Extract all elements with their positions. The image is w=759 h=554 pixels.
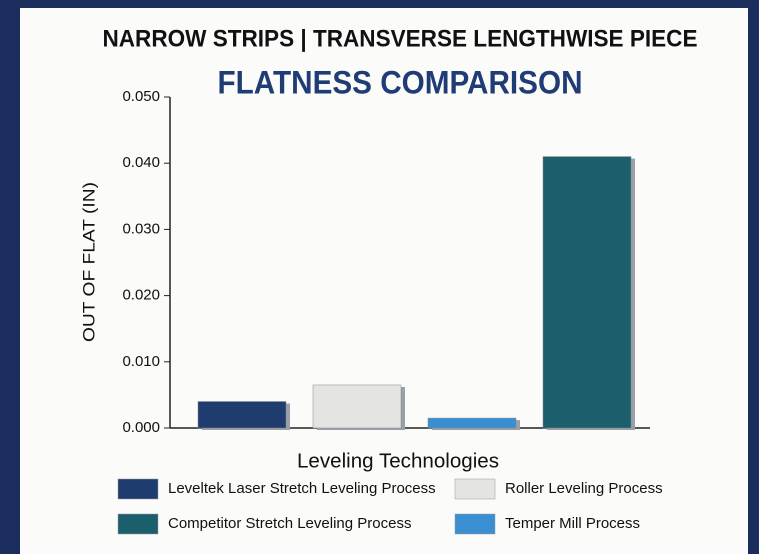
legend-label: Temper Mill Process xyxy=(505,515,640,532)
y-tick-label: 0.000 xyxy=(122,419,160,436)
bar xyxy=(542,156,632,429)
legend-label: Roller Leveling Process xyxy=(505,480,663,497)
y-tick-label: 0.020 xyxy=(122,287,160,304)
legend-swatch xyxy=(454,513,496,535)
y-tick-label: 0.050 xyxy=(122,88,160,105)
y-tick-label: 0.030 xyxy=(122,220,160,237)
legend-label: Leveltek Laser Stretch Leveling Process xyxy=(168,480,436,497)
legend-swatch xyxy=(454,478,496,500)
y-axis-label: OUT OF FLAT (IN) xyxy=(79,182,98,342)
bar xyxy=(197,401,287,429)
y-tick-label: 0.010 xyxy=(122,353,160,370)
legend-swatch xyxy=(117,513,159,535)
legend-swatch xyxy=(117,478,159,500)
x-axis-label: Leveling Technologies xyxy=(297,450,499,472)
chart-title: NARROW STRIPS | TRANSVERSE LENGTHWISE PI… xyxy=(103,25,698,52)
bar xyxy=(427,417,517,429)
chart-subtitle: FLATNESS COMPARISON xyxy=(218,64,583,100)
legend-label: Competitor Stretch Leveling Process xyxy=(168,515,411,532)
y-tick-label: 0.040 xyxy=(122,154,160,171)
bar xyxy=(312,384,402,429)
